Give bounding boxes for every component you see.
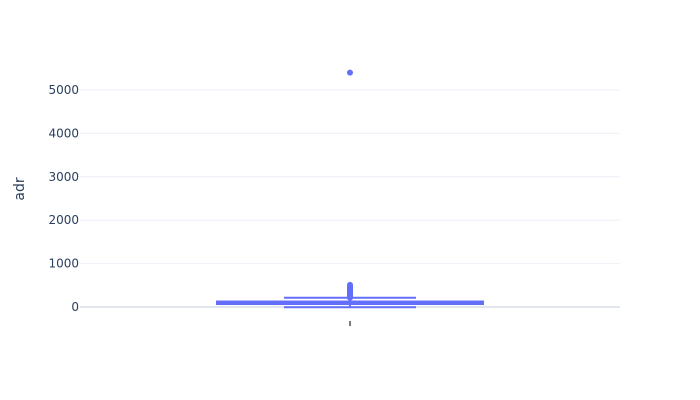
outlier-point	[347, 281, 353, 288]
y-tick-label: 1000	[48, 257, 79, 271]
y-tick-label: 0	[71, 300, 79, 314]
y-tick-label: 5000	[48, 83, 79, 97]
y-tick-label: 3000	[48, 170, 79, 184]
outlier-point	[347, 69, 353, 76]
gridlines	[80, 89, 620, 308]
y-axis-tick-labels: 0 1000 2000 3000 4000 5000	[48, 83, 79, 314]
y-tick-label: 2000	[48, 213, 79, 227]
box-traces	[216, 69, 484, 309]
y-axis-title: adr	[12, 177, 28, 200]
box-trace	[216, 69, 484, 309]
y-tick-label: 4000	[48, 126, 79, 140]
